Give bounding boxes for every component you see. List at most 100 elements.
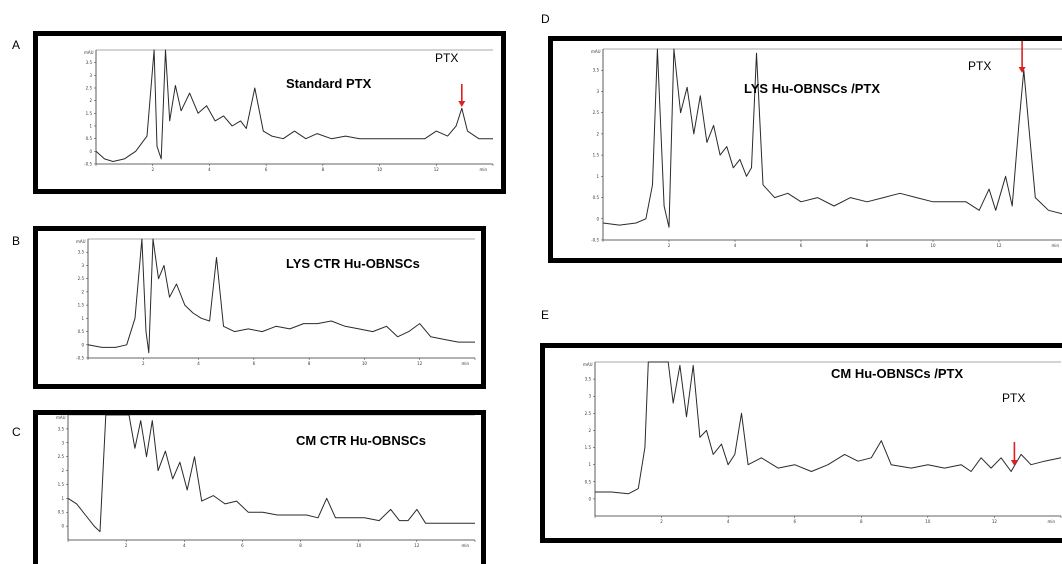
chromatogram-d: -0.5 0 0.5 1 1.5 2 2.5 3 3.5 mAU 2 4 6 8 10 12 min LYS H…	[548, 36, 1062, 263]
x-tick-label: 10	[377, 167, 383, 172]
chart-e-plot: 0 0.5 1 1.5 2 2.5 3 3.5 mAU 2 4 6 8 10 12 min	[583, 361, 1062, 524]
chart-e-trace	[595, 361, 1062, 495]
y-tick-label: 0	[588, 496, 591, 501]
x-axis-label: min	[479, 167, 487, 172]
chart-a-svg: -0.5 0 0.5 1 1.5 2 2.5 3 3.5 mAU 2 4 6 8 10 12 min	[84, 49, 494, 172]
chart-e-title: CM Hu-OBNSCs /PTX	[831, 366, 964, 381]
y-tick-label: -0.5	[84, 162, 92, 167]
y-tick-label: 1	[588, 462, 591, 467]
y-tick-label: 3.5	[86, 60, 93, 65]
y-tick-label: 1.5	[593, 153, 600, 158]
y-tick-label: 3	[588, 394, 591, 399]
x-tick-label: 12	[417, 361, 423, 366]
y-tick-label: 0	[89, 149, 92, 154]
y-tick-label: 1	[89, 124, 92, 129]
chart-a-plot: -0.5 0 0.5 1 1.5 2 2.5 3 3.5 mAU 2 4 6 8 10 12 min	[84, 49, 494, 172]
y-tick-label: 1	[61, 496, 64, 501]
y-tick-label: 1.5	[585, 445, 592, 450]
chart-b-title: LYS CTR Hu-OBNSCs	[286, 256, 420, 271]
chromatogram-c: 0 0.5 1 1.5 2 2.5 3 3.5 mAU 2 4 6 8 10 12 min CM CTR Hu…	[33, 410, 486, 564]
y-tick-label: 2	[81, 289, 84, 294]
y-tick-label: 2	[596, 131, 599, 136]
y-tick-label: 1.5	[78, 303, 85, 308]
y-tick-label: 0.5	[78, 329, 85, 334]
y-tick-label: 3.5	[58, 426, 65, 431]
x-tick-label: 8	[322, 167, 325, 172]
x-tick-label: 8	[866, 243, 869, 248]
chart-c-trace	[67, 415, 475, 533]
y-axis-label: mAU	[583, 362, 593, 367]
chart-d-svg: -0.5 0 0.5 1 1.5 2 2.5 3 3.5 mAU 2 4 6 8 10 12 min	[591, 41, 1062, 248]
chart-d-ptx-label: PTX	[968, 59, 992, 73]
x-tick-label: 12	[434, 167, 440, 172]
chart-c-plot: 0 0.5 1 1.5 2 2.5 3 3.5 mAU 2 4 6 8 10 12 min	[56, 415, 476, 548]
y-tick-label: 3.5	[78, 250, 85, 255]
x-tick-label: 12	[414, 543, 420, 548]
x-tick-label: 4	[197, 361, 200, 366]
chart-b-trace	[87, 238, 475, 354]
y-tick-label: 3.5	[593, 68, 600, 73]
x-axis-label: min	[1047, 519, 1055, 524]
chart-d-title: LYS Hu-OBNSCs /PTX	[744, 81, 881, 96]
chart-b-svg: -0.5 0 0.5 1 1.5 2 2.5 3 3.5 mAU 2 4 6 8 10 12 min	[76, 238, 476, 366]
chromatogram-a: -0.5 0 0.5 1 1.5 2 2.5 3 3.5 mAU 2 4 6 8 10 12 min Stand…	[33, 31, 506, 194]
x-tick-label: 4	[208, 167, 211, 172]
chromatogram-e: 0 0.5 1 1.5 2 2.5 3 3.5 mAU 2 4 6 8 10 12 min CM Hu-OBN…	[540, 343, 1062, 543]
x-tick-label: 6	[241, 543, 244, 548]
panel-letter-a: A	[12, 38, 21, 52]
x-tick-label: 4	[734, 243, 737, 248]
y-tick-label: 2	[61, 468, 64, 473]
chart-c-title: CM CTR Hu-OBNSCs	[296, 433, 426, 448]
y-tick-label: 0.5	[593, 195, 600, 200]
y-tick-label: 2.5	[593, 110, 600, 115]
chart-c-svg: 0 0.5 1 1.5 2 2.5 3 3.5 mAU 2 4 6 8 10 12 min	[56, 415, 476, 548]
y-tick-label: 3	[81, 263, 84, 268]
x-axis-label: min	[1051, 243, 1059, 248]
x-tick-label: 2	[125, 543, 128, 548]
y-tick-label: 3	[89, 73, 92, 78]
ptx-arrow-head	[1018, 67, 1026, 73]
chart-a-ptx-label: PTX	[435, 51, 459, 65]
x-tick-label: 8	[299, 543, 302, 548]
y-tick-label: 0.5	[58, 510, 65, 515]
y-tick-label: 2.5	[585, 411, 592, 416]
y-axis-label: mAU	[76, 239, 86, 244]
x-tick-label: 10	[930, 243, 936, 248]
y-tick-label: 0	[61, 524, 64, 529]
y-tick-label: 2.5	[86, 86, 93, 91]
x-axis-label: min	[461, 361, 469, 366]
x-tick-label: 2	[668, 243, 671, 248]
x-tick-label: 10	[356, 543, 362, 548]
y-axis-label: mAU	[84, 50, 94, 55]
x-axis-label: min	[461, 543, 469, 548]
x-tick-label: 10	[362, 361, 368, 366]
y-tick-label: 1	[596, 174, 599, 179]
y-tick-label: 3	[61, 440, 64, 445]
x-tick-label: 4	[727, 519, 730, 524]
y-tick-label: 1.5	[58, 482, 65, 487]
chart-e-svg: 0 0.5 1 1.5 2 2.5 3 3.5 mAU 2 4 6 8 10 12 min	[583, 361, 1062, 524]
x-tick-label: 10	[925, 519, 931, 524]
chart-e-ptx-label: PTX	[1002, 391, 1026, 405]
panel-letter-c: C	[12, 425, 21, 439]
ptx-arrow-head	[1010, 460, 1018, 466]
y-tick-label: 2.5	[58, 454, 65, 459]
y-tick-label: 1.5	[86, 111, 93, 116]
x-tick-label: 2	[660, 519, 663, 524]
x-tick-label: 2	[142, 361, 145, 366]
chart-b-plot: -0.5 0 0.5 1 1.5 2 2.5 3 3.5 mAU 2 4 6 8 10 12 min	[76, 238, 476, 366]
chart-a-title: Standard PTX	[286, 76, 372, 91]
ptx-arrow-head	[458, 101, 466, 107]
y-tick-label: -0.5	[76, 356, 84, 361]
x-tick-label: 6	[265, 167, 268, 172]
y-tick-label: 2	[89, 98, 92, 103]
chromatogram-b: -0.5 0 0.5 1 1.5 2 2.5 3 3.5 mAU 2 4 6 8 10 12 min LYS C…	[33, 226, 486, 389]
chart-d-plot: -0.5 0 0.5 1 1.5 2 2.5 3 3.5 mAU 2 4 6 8 10 12 min	[591, 41, 1062, 248]
y-tick-label: -0.5	[591, 238, 599, 243]
panel-letter-b: B	[12, 234, 21, 248]
x-tick-label: 12	[992, 519, 998, 524]
x-tick-label: 8	[308, 361, 311, 366]
y-tick-label: 0	[596, 216, 599, 221]
y-tick-label: 1	[81, 316, 84, 321]
y-tick-label: 0.5	[86, 136, 93, 141]
